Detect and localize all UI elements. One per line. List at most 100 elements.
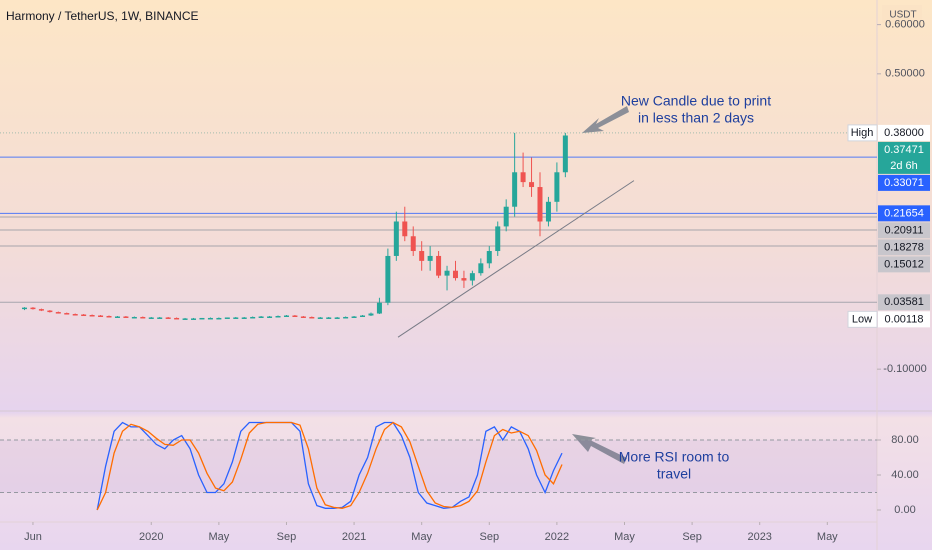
price-label-box <box>878 174 930 191</box>
candle-body <box>444 270 450 276</box>
price-label-box <box>878 222 930 239</box>
candle-body <box>351 316 357 318</box>
price-label: 0.37471 <box>884 144 924 156</box>
x-tick-label: May <box>614 531 635 543</box>
x-tick-label: 2021 <box>342 531 366 543</box>
candle-body <box>495 226 501 252</box>
candle-body <box>419 251 425 261</box>
candle-body <box>199 317 205 320</box>
y-tick-label: 0.50000 <box>885 68 925 80</box>
candle-body <box>317 317 323 319</box>
candle-body <box>64 313 70 315</box>
candle-body <box>207 317 213 320</box>
price-label: 0.21654 <box>884 207 924 219</box>
candle-body <box>334 317 340 319</box>
price-label-box <box>878 256 930 273</box>
candle-body <box>300 316 306 318</box>
x-tick-label: 2023 <box>747 531 771 543</box>
candle-body <box>452 270 458 279</box>
y-tick-label: 0.00 <box>894 504 915 516</box>
annotation: travel <box>657 466 691 482</box>
price-label-box <box>878 239 930 256</box>
chart-title: Harmony / TetherUS, 1W, BINANCE <box>6 9 199 23</box>
x-tick-label: Sep <box>682 531 702 543</box>
y-tick-label: -0.10000 <box>883 363 926 375</box>
x-tick-label: Jun <box>24 531 42 543</box>
arrow <box>582 106 629 133</box>
price-tag: High <box>851 127 874 139</box>
candle-body <box>436 255 442 276</box>
candle-body <box>537 187 543 222</box>
x-tick-label: Sep <box>277 531 297 543</box>
candle-body <box>106 315 112 318</box>
y-tick-label: 80.00 <box>891 434 919 446</box>
candle-body <box>72 314 78 316</box>
candle-body <box>250 316 256 319</box>
candle-body <box>81 314 87 317</box>
candle-body <box>258 316 264 318</box>
x-tick-label: May <box>411 531 432 543</box>
trendline <box>397 180 635 338</box>
candle-body <box>376 302 382 314</box>
y-tick-label: 40.00 <box>891 469 919 481</box>
currency-box <box>882 5 922 23</box>
candle-body <box>131 316 137 319</box>
candle-body <box>55 312 61 314</box>
arrow <box>572 434 627 464</box>
candle-body <box>385 255 391 303</box>
candle-body <box>554 172 560 202</box>
candle-body <box>182 318 188 320</box>
price-label-box <box>878 141 930 174</box>
candle-body <box>503 206 509 227</box>
candle-body <box>393 221 399 256</box>
candle-body <box>267 316 273 318</box>
candle-body <box>326 317 332 319</box>
price-tag-box <box>847 124 878 142</box>
candle-body <box>224 317 230 319</box>
candle-body <box>529 182 535 188</box>
price-label: 0.15012 <box>884 258 924 270</box>
price-label-box <box>878 294 930 311</box>
x-tick-label: 2022 <box>545 531 569 543</box>
band <box>0 440 877 493</box>
candle-body <box>148 317 154 319</box>
candle-body <box>486 251 492 264</box>
candle-body <box>191 318 197 320</box>
candle-body <box>360 315 366 317</box>
candle-body <box>157 317 163 319</box>
candle-body <box>241 317 247 319</box>
candle-body <box>174 317 180 320</box>
price-label: 0.00118 <box>885 313 924 325</box>
annotation: in less than 2 days <box>638 110 754 126</box>
candle-body <box>402 221 408 237</box>
candle-body <box>30 307 36 310</box>
price-tag-box <box>847 310 878 328</box>
candle-body <box>368 313 374 316</box>
candle-body <box>427 255 433 261</box>
price-label: 0.38000 <box>884 127 924 139</box>
candle-body <box>478 263 484 274</box>
candle-body <box>22 307 28 310</box>
candle-body <box>216 317 222 320</box>
candle-body <box>545 201 551 222</box>
x-tick-label: May <box>817 531 838 543</box>
annotation: New Candle due to print <box>621 93 771 109</box>
x-tick-label: May <box>208 531 229 543</box>
candle-body <box>343 316 349 319</box>
candle-body <box>520 172 526 183</box>
countdown: 2d 6h <box>890 160 918 172</box>
candle-body <box>461 278 467 281</box>
candle-body <box>275 315 281 318</box>
currency: USDT <box>889 10 916 21</box>
price-label: 0.18278 <box>884 241 924 253</box>
candle-body <box>562 135 568 173</box>
candle-body <box>114 316 120 318</box>
candle-body <box>140 316 146 319</box>
price-label-box <box>878 311 930 328</box>
annotation: More RSI room to <box>619 449 730 465</box>
rsi-line <box>96 421 563 511</box>
candle-body <box>123 316 129 318</box>
price-label: 0.33071 <box>884 177 924 189</box>
